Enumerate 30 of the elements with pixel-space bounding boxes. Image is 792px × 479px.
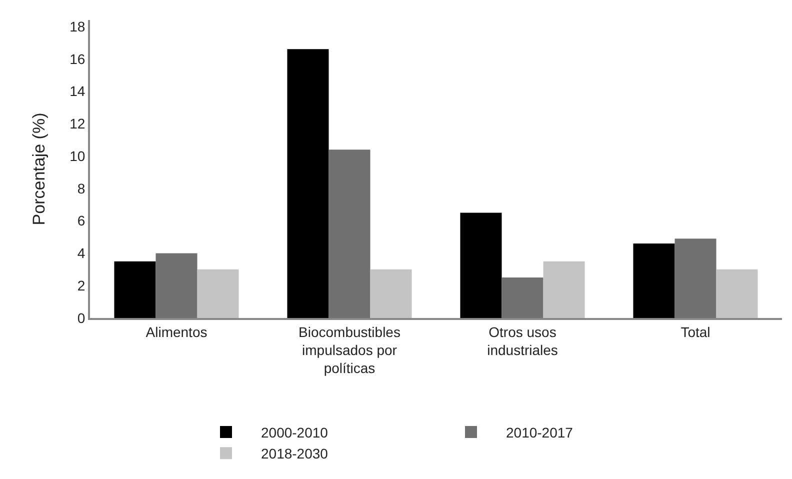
legend-label: 2010-2017	[506, 424, 574, 440]
bar	[674, 238, 716, 318]
y-tick-label: 0	[77, 310, 86, 326]
bar	[114, 261, 156, 318]
y-tick-label: 4	[77, 245, 86, 262]
bar	[460, 212, 502, 318]
y-tick-label: 14	[70, 83, 86, 100]
y-tick-label: 6	[77, 212, 86, 229]
y-tick-label: 16	[70, 50, 86, 67]
y-tick-label: 2	[77, 278, 86, 294]
bar	[370, 269, 412, 318]
bar	[287, 49, 329, 318]
bar	[543, 261, 585, 318]
legend-label: 2000-2010	[261, 424, 328, 440]
bar	[156, 253, 198, 318]
bar	[197, 269, 239, 318]
bar	[502, 278, 544, 318]
legend-label: 2018-2030	[261, 446, 328, 462]
bar	[328, 150, 370, 318]
x-tick-label: Total	[680, 324, 710, 340]
x-tick-label: Alimentos	[146, 324, 208, 340]
y-tick-label: 12	[70, 116, 86, 132]
y-tick-label: 10	[70, 148, 86, 164]
y-axis-title: Porcentaje (%)	[30, 112, 49, 226]
y-tick-label: 18	[70, 18, 86, 34]
y-tick-label: 8	[77, 180, 86, 196]
x-tick-label: Otros usos industriales	[487, 324, 558, 358]
bar	[633, 244, 675, 318]
bar	[716, 269, 758, 318]
x-tick-label: Biocombustibles impulsados por políticas	[298, 324, 400, 376]
